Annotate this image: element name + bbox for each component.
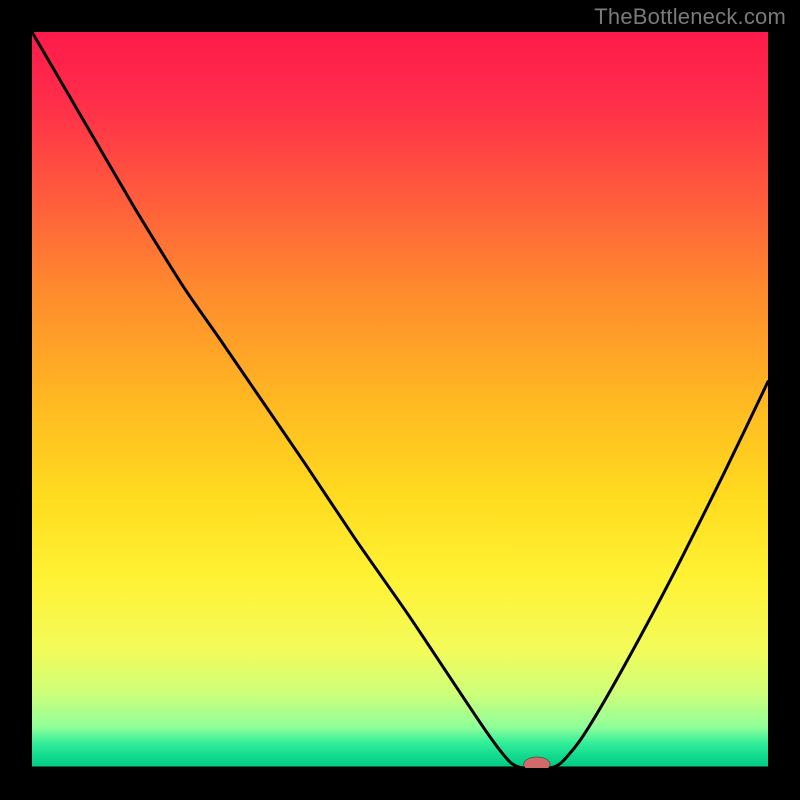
gradient-background bbox=[32, 32, 768, 768]
chart-frame: TheBottleneck.com bbox=[0, 0, 800, 800]
bottleneck-curve-chart bbox=[32, 32, 768, 768]
watermark-text: TheBottleneck.com bbox=[594, 4, 786, 30]
plot-area bbox=[32, 32, 768, 768]
